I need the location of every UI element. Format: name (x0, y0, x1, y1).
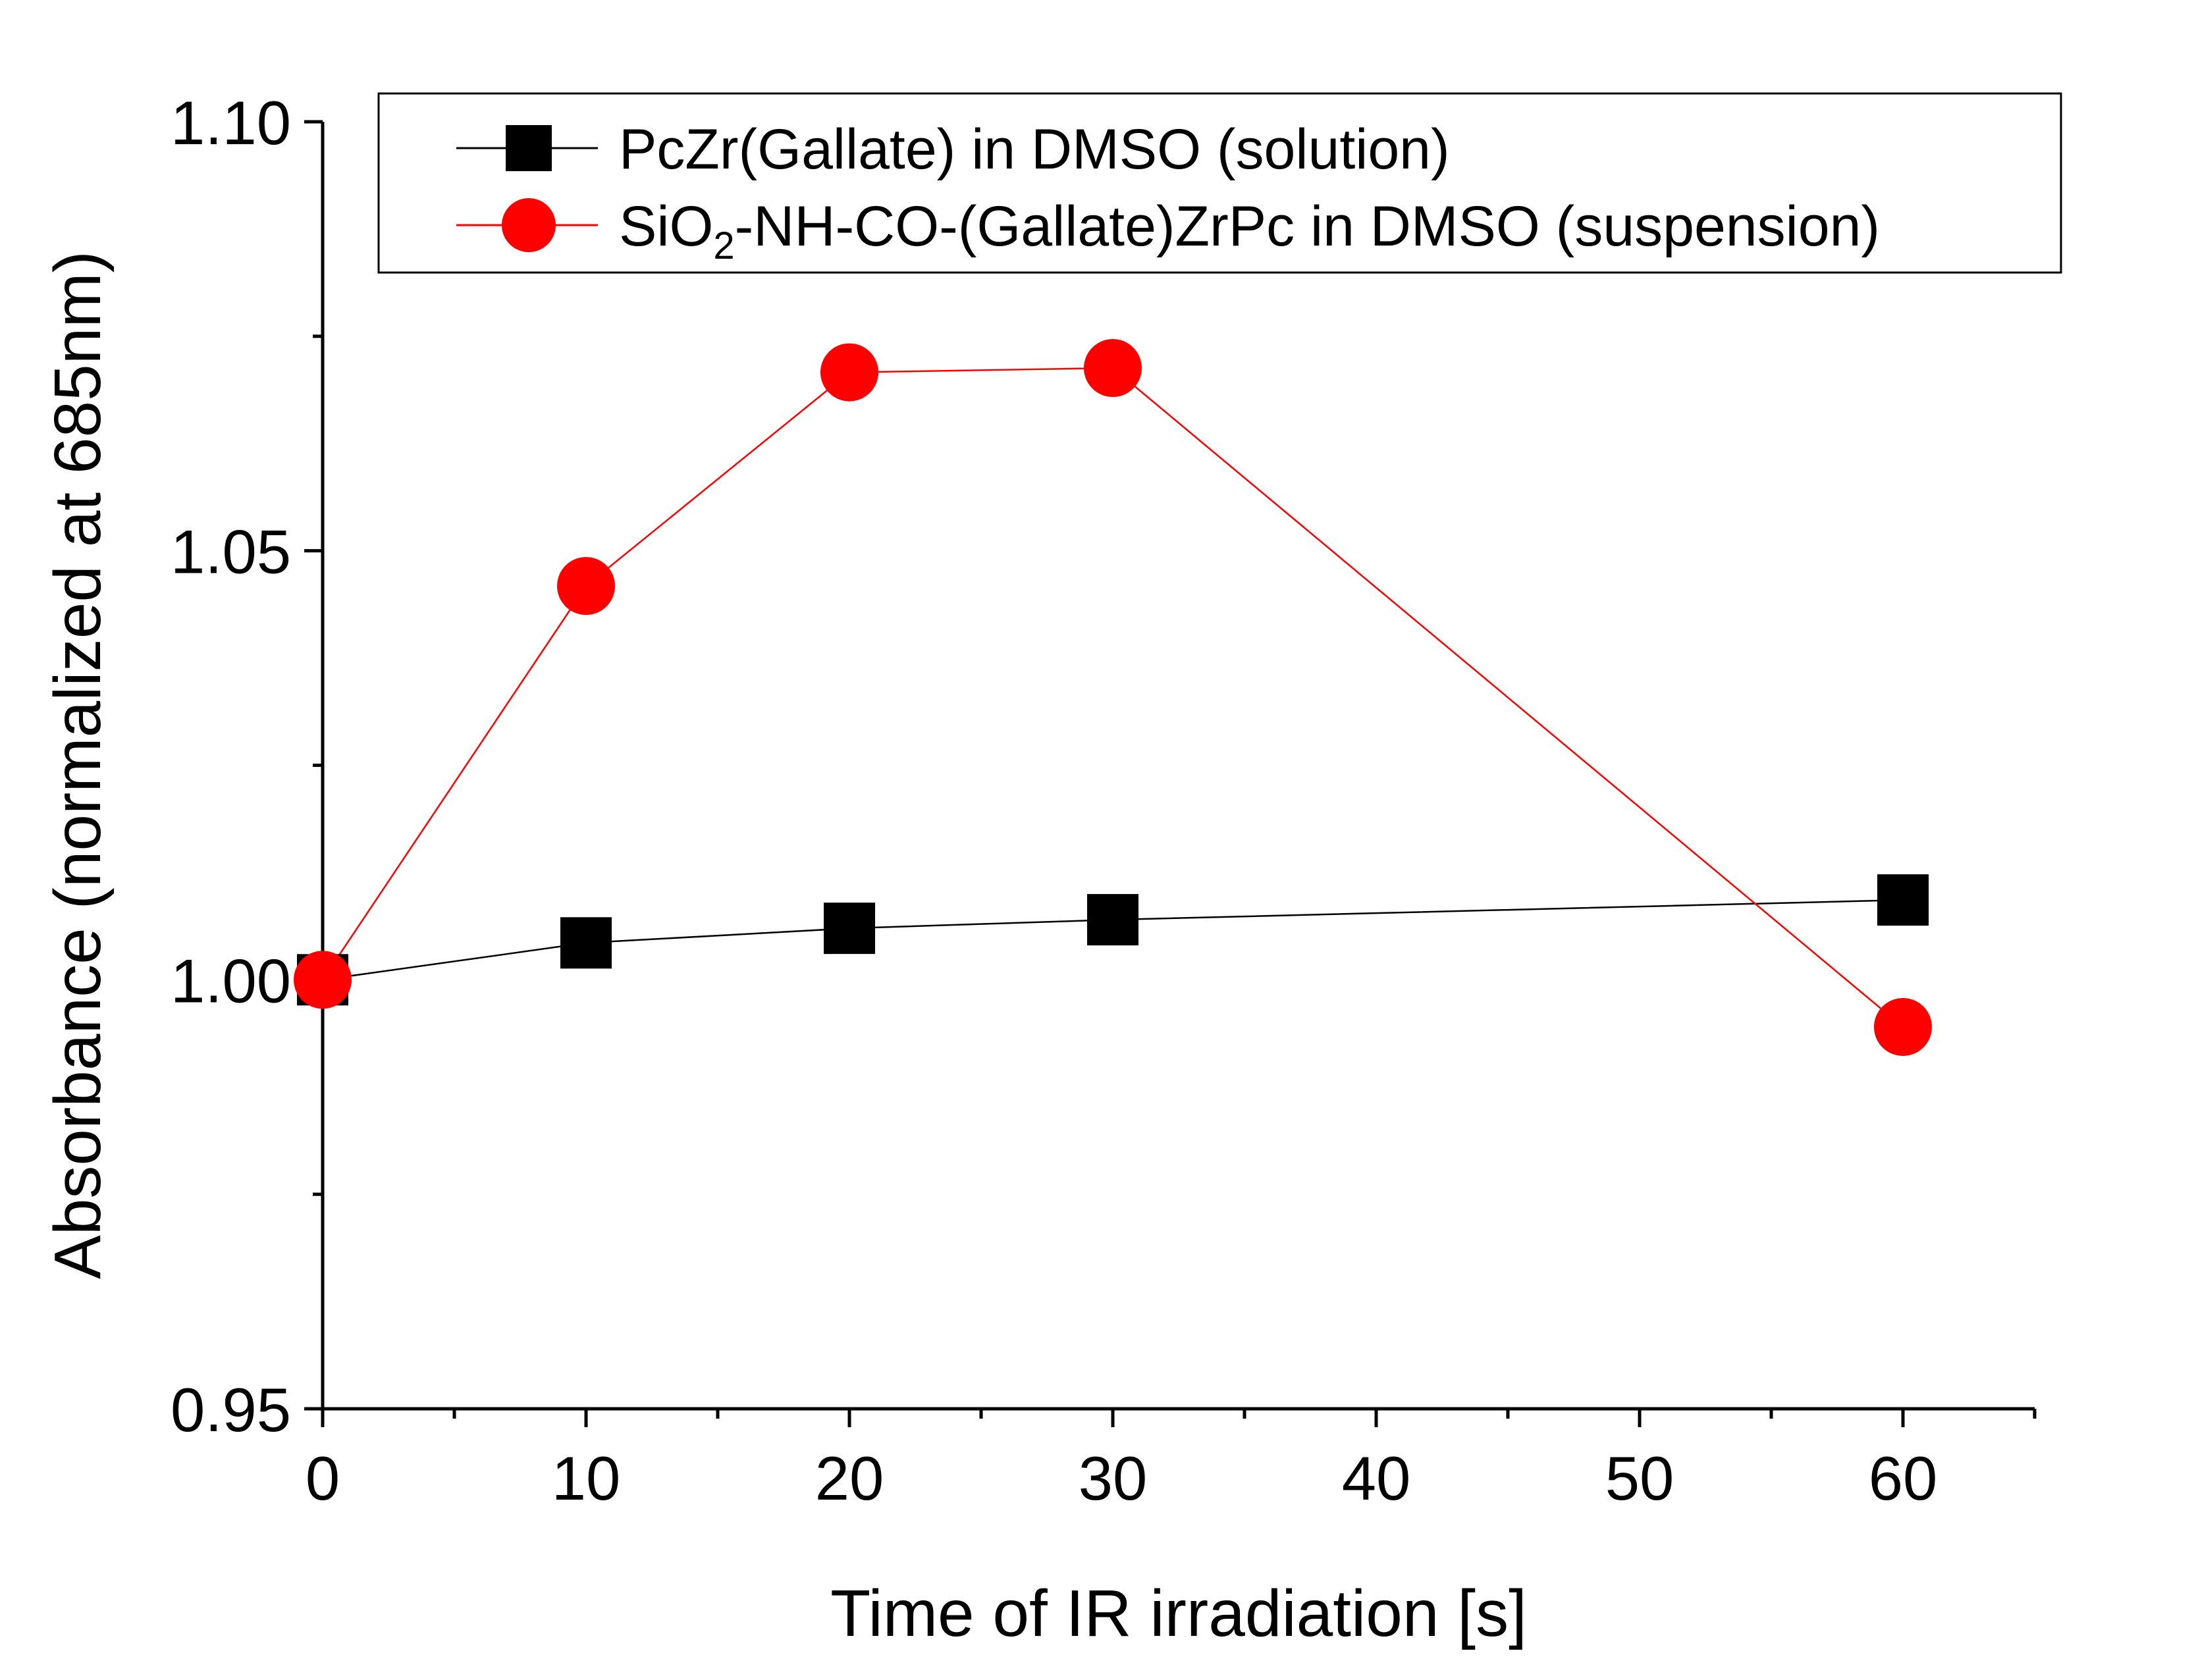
y-ticks: 0.95 1.00 1.05 1.10 (171, 88, 323, 1444)
x-tick-label: 10 (552, 1444, 621, 1513)
series-1-point (824, 903, 875, 955)
series-2-point (1084, 339, 1142, 398)
legend-label-series-2-part-a: SiO (619, 195, 713, 258)
x-tick-label: 50 (1605, 1444, 1674, 1513)
series-1-point (560, 917, 612, 969)
x-tick-label: 40 (1342, 1444, 1411, 1513)
x-tick-label: 20 (815, 1444, 884, 1513)
series-2-point (1874, 998, 1932, 1057)
y-tick-label: 1.05 (171, 517, 291, 587)
x-axis-title: Time of IR irradiation [s] (830, 1577, 1527, 1650)
legend-label-series-2-part-b: -NH-CO-(Gallate)ZrPc in DMSO (suspension… (735, 195, 1880, 258)
x-tick-label: 30 (1079, 1444, 1148, 1513)
legend-label-series-2: SiO2-NH-CO-(Gallate)ZrPc in DMSO (suspen… (619, 195, 1880, 267)
series-2-point (294, 951, 352, 1009)
series-1-point (1877, 874, 1929, 926)
y-tick-label: 0.95 (171, 1375, 291, 1444)
x-tick-label: 60 (1869, 1444, 1938, 1513)
y-tick-label: 1.10 (171, 88, 291, 157)
series-1-point (1087, 894, 1138, 946)
x-ticks: 0 10 20 30 40 50 60 (306, 1409, 2037, 1513)
legend: PcZr(Gallate) in DMSO (solution) SiO2-NH… (377, 92, 2062, 274)
y-tick-label: 1.00 (171, 946, 291, 1015)
legend-box (377, 92, 2062, 274)
legend-marker-series-2 (502, 198, 556, 252)
x-tick-label: 0 (306, 1444, 340, 1513)
series-2-point (820, 343, 878, 402)
series-layer (294, 339, 1932, 1057)
legend-marker-series-1 (506, 125, 552, 171)
series-2-point (557, 557, 615, 616)
legend-label-series-1: PcZr(Gallate) in DMSO (solution) (619, 118, 1450, 181)
legend-label-series-2-subscript: 2 (713, 224, 734, 267)
y-axis-title: Absorbance (normalized at 685nm) (41, 251, 115, 1279)
